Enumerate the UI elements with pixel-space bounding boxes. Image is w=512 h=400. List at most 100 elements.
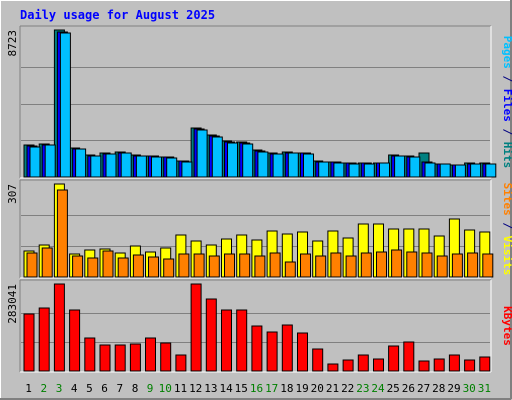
- axis-max-label: 283041: [6, 284, 19, 324]
- bar-pages-day-23: [363, 163, 375, 178]
- bar-sites-day-3: [56, 189, 68, 278]
- legend-kbytes: KBytes: [501, 306, 512, 346]
- x-tick-day-9: 9: [147, 382, 154, 395]
- x-tick-day-21: 21: [326, 382, 339, 395]
- x-tick-day-1: 1: [25, 382, 32, 395]
- bar-pages-day-16: [257, 151, 269, 178]
- legend-entry: /: [501, 122, 512, 142]
- bar-sites-day-13: [208, 255, 220, 278]
- bar-pages-day-28: [439, 163, 451, 178]
- x-tick-day-27: 27: [417, 382, 430, 395]
- bar-pages-day-26: [409, 156, 421, 178]
- x-tick-day-4: 4: [71, 382, 78, 395]
- bar-sites-day-28: [436, 255, 448, 278]
- x-tick-day-14: 14: [219, 382, 233, 395]
- bar-sites-day-20: [315, 255, 327, 278]
- bar-pages-day-20: [318, 161, 330, 178]
- bar-sites-day-25: [391, 249, 403, 278]
- legend-entry: Visits: [501, 236, 512, 276]
- axis-max-label: 307: [6, 184, 19, 204]
- panel-visits-sites: 307: [6, 179, 494, 279]
- x-tick-day-2: 2: [40, 382, 47, 395]
- series-sites: [26, 189, 494, 278]
- x-tick-day-8: 8: [132, 382, 139, 395]
- bar-sites-day-11: [178, 253, 190, 278]
- bar-kbytes-day-30: [464, 359, 476, 372]
- x-tick-day-22: 22: [341, 382, 354, 395]
- bar-kbytes-day-9: [145, 337, 156, 372]
- bar-kbytes-day-13: [205, 298, 217, 372]
- x-tick-day-23: 23: [356, 382, 369, 395]
- legend-visits-sites: Sites / Visits: [501, 183, 512, 276]
- x-tick-day-6: 6: [101, 382, 108, 395]
- bar-pages-day-6: [105, 153, 117, 178]
- x-tick-day-15: 15: [235, 382, 248, 395]
- bar-kbytes-day-19: [297, 332, 308, 372]
- bar-sites-day-1: [26, 252, 38, 278]
- bar-pages-day-29: [454, 164, 466, 178]
- bar-pages-day-2: [44, 144, 56, 178]
- x-tick-day-17: 17: [265, 382, 278, 395]
- bar-pages-day-30: [470, 163, 482, 178]
- series-pages: [29, 32, 497, 178]
- series-kbytes: [23, 283, 491, 372]
- bar-kbytes-day-18: [281, 324, 293, 372]
- bar-pages-day-18: [287, 152, 299, 178]
- bar-sites-day-8: [132, 254, 144, 278]
- bar-kbytes-day-6: [99, 344, 111, 372]
- panel-kbytes: 283041: [6, 279, 492, 373]
- bar-kbytes-day-22: [342, 359, 354, 372]
- bar-kbytes-day-16: [251, 325, 263, 372]
- x-axis-labels: 1 2 3 4 5 6 7 8 9 10 11 12 13 14 15 16 17 18 19 20 21 22 23 24 2…: [25, 382, 491, 395]
- x-tick-day-25: 25: [387, 382, 400, 395]
- bar-kbytes-day-1: [23, 313, 35, 372]
- bar-kbytes-day-23: [357, 354, 369, 372]
- bar-kbytes-day-8: [129, 343, 141, 372]
- legend-entry: Sites: [501, 183, 512, 216]
- legend-entry: KBytes: [501, 306, 512, 346]
- bar-kbytes-day-20: [312, 348, 324, 372]
- bar-kbytes-day-28: [433, 358, 445, 372]
- bar-pages-day-14: [227, 142, 238, 178]
- x-tick-day-28: 28: [432, 382, 445, 395]
- bar-sites-day-30: [467, 252, 479, 278]
- bar-sites-day-21: [330, 252, 342, 278]
- bar-sites-day-18: [284, 261, 296, 278]
- bar-pages-day-22: [348, 163, 360, 178]
- bar-pages-day-5: [90, 155, 102, 178]
- bar-sites-day-19: [300, 253, 311, 278]
- chart-title: Daily usage for August 2025: [20, 8, 215, 22]
- x-tick-day-3: 3: [56, 382, 63, 395]
- x-tick-day-11: 11: [174, 382, 187, 395]
- bar-pages-day-31: [485, 163, 497, 178]
- axis-max-label: 8723: [6, 30, 19, 57]
- bar-sites-day-10: [163, 258, 175, 278]
- bar-kbytes-day-3: [53, 283, 65, 372]
- bar-pages-day-15: [242, 143, 254, 178]
- x-tick-day-5: 5: [86, 382, 93, 395]
- bar-pages-day-4: [75, 148, 87, 178]
- bar-sites-day-14: [224, 253, 235, 278]
- bar-pages-day-3: [59, 32, 71, 178]
- legend-entry: Hits: [501, 142, 512, 169]
- bar-sites-day-16: [254, 255, 266, 278]
- bar-kbytes-day-27: [418, 360, 430, 372]
- bar-kbytes-day-24: [373, 358, 384, 372]
- x-tick-day-20: 20: [311, 382, 324, 395]
- bar-pages-day-7: [120, 152, 132, 178]
- bar-sites-day-24: [376, 251, 387, 278]
- bar-kbytes-day-2: [38, 307, 50, 372]
- bar-sites-day-17: [269, 252, 281, 278]
- bar-sites-day-29: [451, 253, 463, 278]
- bar-pages-day-24: [379, 162, 390, 178]
- bar-sites-day-26: [406, 251, 418, 278]
- bar-pages-day-27: [424, 162, 436, 178]
- x-tick-day-13: 13: [204, 382, 217, 395]
- bar-kbytes-day-14: [221, 309, 232, 372]
- bar-kbytes-day-31: [479, 356, 491, 372]
- bar-pages-day-25: [394, 155, 406, 178]
- bar-kbytes-day-5: [84, 337, 96, 372]
- x-tick-day-30: 30: [463, 382, 476, 395]
- bar-sites-day-31: [482, 253, 494, 278]
